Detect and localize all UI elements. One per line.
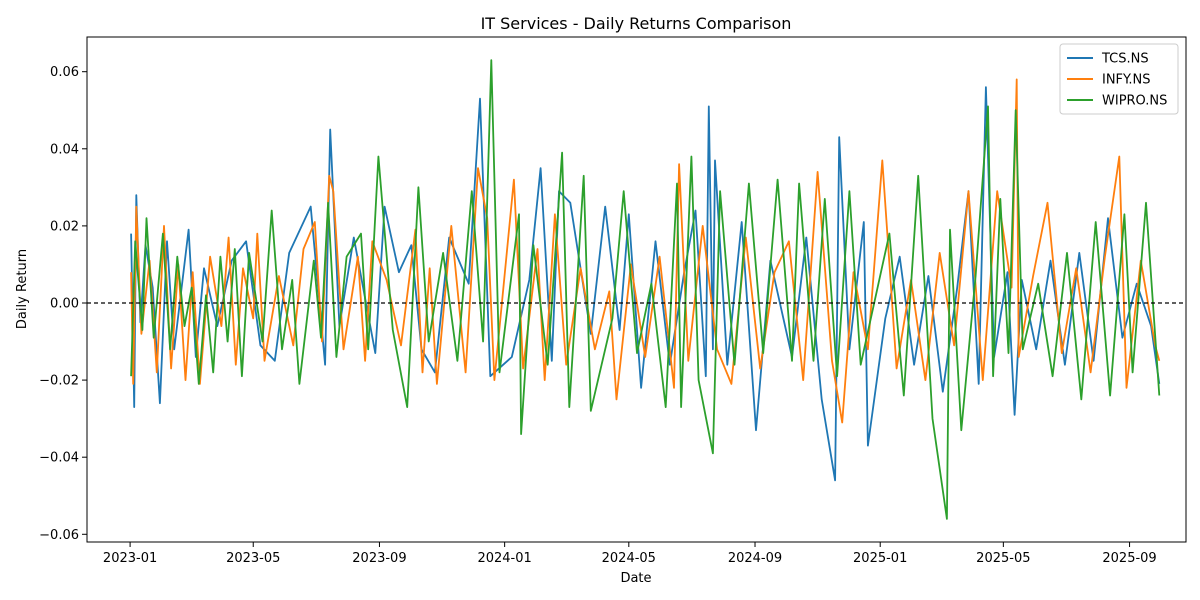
y-tick-label: 0.04 <box>50 142 79 157</box>
legend-label: WIPRO.NS <box>1102 94 1167 109</box>
y-tick-label: 0.02 <box>50 219 79 234</box>
series-line-wipro-ns <box>130 59 1161 520</box>
x-axis-title: Date <box>620 571 651 586</box>
x-tick-label: 2023-05 <box>226 551 280 566</box>
x-tick-label: 2023-01 <box>103 551 157 566</box>
chart-legend: TCS.NS INFY.NS WIPRO.NS <box>1059 43 1179 115</box>
series-line-tcs-ns <box>130 86 1161 482</box>
chart-title: IT Services - Daily Returns Comparison <box>481 14 792 33</box>
y-tick-label: −0.04 <box>39 451 79 466</box>
y-axis-title: Daily Return <box>15 249 30 329</box>
x-tick-label: 2025-01 <box>853 551 907 566</box>
y-tick-label: 0.00 <box>50 296 79 311</box>
x-tick-label: 2025-05 <box>976 551 1030 566</box>
x-tick-label: 2024-01 <box>477 551 531 566</box>
legend-label: INFY.NS <box>1102 73 1150 88</box>
legend-label: TCS.NS <box>1101 52 1149 67</box>
x-axis: 2023-01 2023-05 2023-09 2024-01 2024-05 2024-… <box>103 542 1157 566</box>
series-layer <box>130 59 1161 520</box>
y-axis: −0.06 −0.04 −0.02 0.00 0.02 0.04 0.06 <box>39 65 87 543</box>
y-tick-label: 0.06 <box>50 65 79 80</box>
x-tick-label: 2024-05 <box>602 551 656 566</box>
series-line-infy-ns <box>130 78 1161 424</box>
x-tick-label: 2023-09 <box>352 551 406 566</box>
plot-area-frame <box>86 36 1187 543</box>
y-tick-label: −0.06 <box>39 528 79 543</box>
x-tick-label: 2024-09 <box>728 551 782 566</box>
x-tick-label: 2025-09 <box>1102 551 1156 566</box>
y-tick-label: −0.02 <box>39 374 79 389</box>
legend-box <box>1059 43 1179 115</box>
